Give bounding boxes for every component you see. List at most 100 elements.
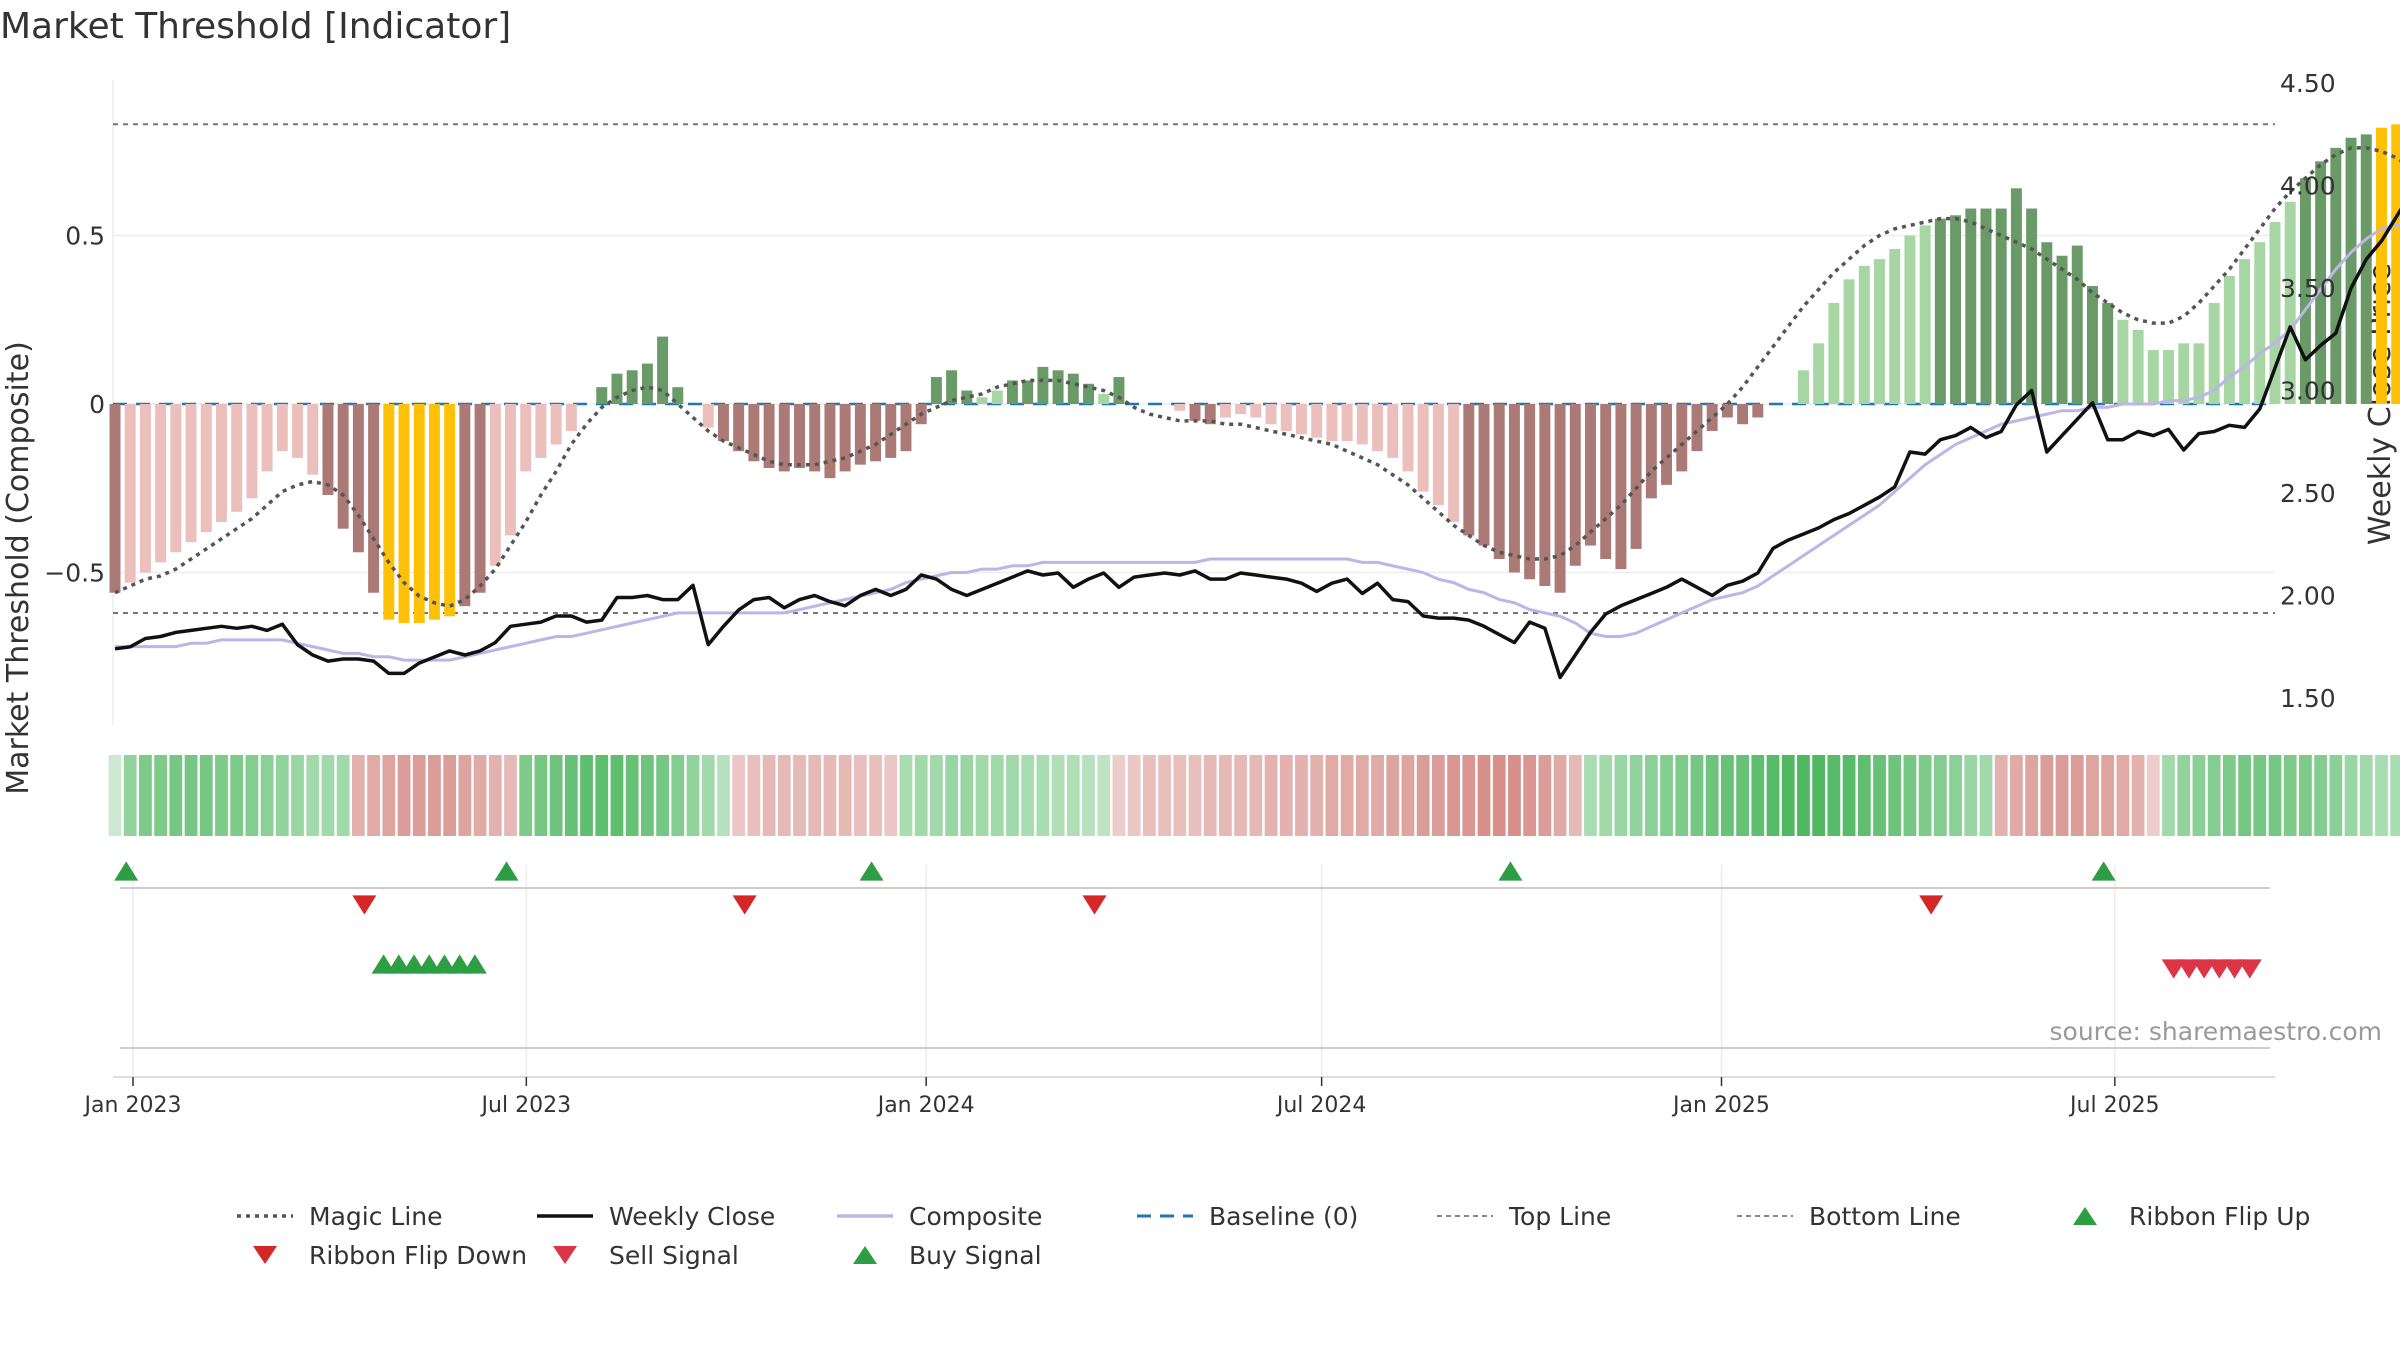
composite-bar — [2102, 302, 2114, 404]
composite-bar — [961, 390, 973, 404]
ribbon-cell — [747, 755, 761, 836]
ribbon-cell — [1918, 755, 1932, 836]
ribbon-cell — [930, 755, 943, 836]
ribbon-cell — [1036, 755, 1050, 836]
composite-bar — [2041, 242, 2053, 404]
composite-bar — [276, 404, 288, 452]
composite-bar — [2086, 286, 2098, 404]
composite-line — [115, 223, 2400, 662]
ribbon-flip-down-marker — [732, 895, 757, 915]
composite-bar — [1797, 370, 1809, 404]
composite-bar — [1448, 404, 1460, 522]
composite-bar — [1752, 404, 1764, 418]
composite-bar — [520, 404, 532, 472]
ribbon-cell — [1310, 755, 1324, 836]
composite-bar — [398, 404, 410, 624]
composite-bar — [1904, 235, 1916, 404]
ribbon-cell — [1355, 755, 1369, 836]
ribbon-cell — [564, 755, 578, 836]
ribbon-cell — [2375, 755, 2388, 836]
ribbon-cell — [838, 755, 852, 836]
ribbon-cell — [443, 755, 457, 836]
composite-bar — [778, 404, 790, 472]
composite-bar — [231, 404, 243, 512]
ribbon-cell — [428, 755, 441, 836]
ribbon-cell — [641, 755, 654, 836]
x-tick-label: Jul 2024 — [1275, 1093, 1367, 1118]
ribbon-cell — [336, 755, 350, 836]
ribbon-cell — [625, 755, 639, 836]
ribbon-cell — [1842, 755, 1856, 836]
right-y-tick-label: 4.00 — [2280, 172, 2336, 201]
ribbon-cell — [1279, 755, 1293, 836]
legend-label: Sell Signal — [609, 1241, 739, 1270]
legend-label: Baseline (0) — [1209, 1202, 1358, 1231]
composite-bar — [2056, 255, 2068, 404]
composite-bar — [1341, 404, 1353, 442]
composite-bar — [185, 404, 197, 543]
composite-bar — [2147, 350, 2159, 404]
ribbon-cell — [2268, 755, 2282, 836]
composite-bar — [124, 404, 136, 583]
ribbon-cell — [1766, 755, 1780, 836]
composite-bar — [1219, 404, 1231, 418]
line-series — [114, 146, 2400, 680]
ribbon-cell — [1508, 755, 1521, 836]
composite-bar — [1508, 404, 1520, 573]
composite-bar — [885, 404, 897, 458]
ribbon-cell — [1614, 755, 1628, 836]
ribbon-flip-up-marker — [2091, 861, 2116, 881]
composite-bar — [1950, 215, 1962, 404]
right-y-tick-label: 2.00 — [2280, 582, 2336, 611]
ribbon-cell — [1781, 755, 1795, 836]
composite-bar — [1387, 404, 1399, 458]
composite-bar — [1174, 404, 1186, 411]
composite-bar — [535, 404, 547, 458]
composite-bar — [2269, 222, 2281, 404]
sell-signal-marker — [2222, 959, 2247, 979]
right-y-tick-label: 2.50 — [2280, 479, 2336, 508]
ribbon-cell — [367, 755, 380, 836]
composite-bar — [292, 404, 304, 458]
composite-bar — [155, 404, 167, 563]
ribbon-cell — [717, 755, 730, 836]
ribbon-cell — [1492, 755, 1506, 836]
ribbon-cell — [732, 755, 746, 836]
ribbon-cell — [291, 755, 304, 836]
ribbon-cell — [1203, 755, 1217, 836]
ribbon-cell — [1568, 755, 1582, 836]
ribbon-cell — [853, 755, 867, 836]
composite-bar — [383, 404, 395, 620]
ribbon-cell — [2131, 755, 2145, 836]
ribbon-cell — [473, 755, 487, 836]
composite-bar — [2254, 242, 2266, 404]
composite-bar — [930, 377, 942, 404]
ribbon-cell — [1888, 755, 1902, 836]
ribbon-flip-up-marker — [494, 861, 519, 881]
composite-bar — [1995, 208, 2007, 404]
composite-bar — [2239, 259, 2251, 404]
ribbon-cell — [869, 755, 882, 836]
ribbon-cell — [154, 755, 168, 836]
composite-bar — [946, 370, 958, 404]
ribbon-cell — [2359, 755, 2373, 836]
x-tick-label: Jul 2025 — [2068, 1093, 2160, 1118]
composite-bar — [1630, 404, 1642, 549]
composite-bar — [976, 397, 988, 404]
composite-bar — [2163, 350, 2174, 404]
composite-bar — [763, 404, 775, 469]
ribbon-cell — [1827, 755, 1841, 836]
composite-bar — [839, 404, 851, 472]
ribbon-flip-up-marker — [1498, 861, 1523, 881]
x-axis-ticks: Jan 2023 Jul 2023 Jan 2024 Jul 2024 Jan 2025… — [83, 1077, 2160, 1118]
composite-bar — [702, 404, 714, 428]
composite-bar — [307, 404, 319, 475]
ribbon-flip-down-marker — [352, 895, 377, 915]
composite-bar — [1539, 404, 1551, 586]
ribbon-cell — [899, 755, 913, 836]
composite-bar — [1311, 404, 1323, 438]
composite-bar — [1615, 404, 1627, 570]
ribbon-cell — [1158, 755, 1171, 836]
buy-signal-marker — [462, 954, 487, 974]
